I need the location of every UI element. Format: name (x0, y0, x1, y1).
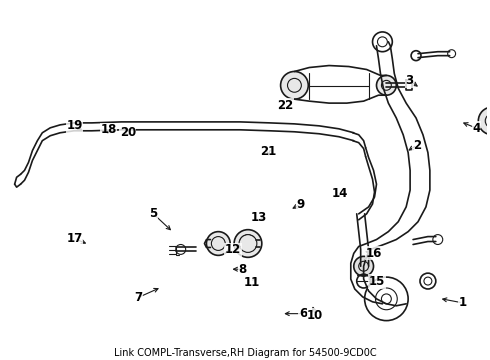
Text: 6: 6 (299, 307, 307, 320)
Circle shape (206, 231, 230, 255)
Text: 13: 13 (250, 211, 267, 224)
Text: 8: 8 (239, 263, 246, 276)
Text: 12: 12 (225, 243, 241, 256)
Circle shape (234, 230, 262, 257)
Text: 22: 22 (277, 99, 294, 112)
Text: 15: 15 (368, 275, 385, 288)
Text: 16: 16 (365, 247, 382, 260)
Text: 21: 21 (260, 145, 276, 158)
Text: 2: 2 (413, 139, 421, 152)
Text: Link COMPL-Transverse,RH Diagram for 54500-9CD0C: Link COMPL-Transverse,RH Diagram for 545… (114, 348, 376, 358)
Circle shape (376, 76, 396, 95)
Text: 7: 7 (134, 291, 143, 304)
Circle shape (281, 72, 308, 99)
Text: 17: 17 (66, 232, 83, 245)
Text: 5: 5 (149, 207, 157, 220)
Text: 18: 18 (100, 123, 117, 136)
Text: 19: 19 (66, 119, 83, 132)
Circle shape (478, 107, 490, 135)
Text: 14: 14 (331, 187, 347, 200)
Text: 3: 3 (406, 74, 414, 87)
Text: 20: 20 (120, 126, 136, 139)
Text: 1: 1 (459, 296, 467, 310)
Text: 11: 11 (244, 276, 260, 289)
Text: 10: 10 (307, 309, 323, 322)
Text: 9: 9 (296, 198, 305, 211)
Circle shape (354, 256, 373, 276)
Text: 4: 4 (472, 122, 481, 135)
